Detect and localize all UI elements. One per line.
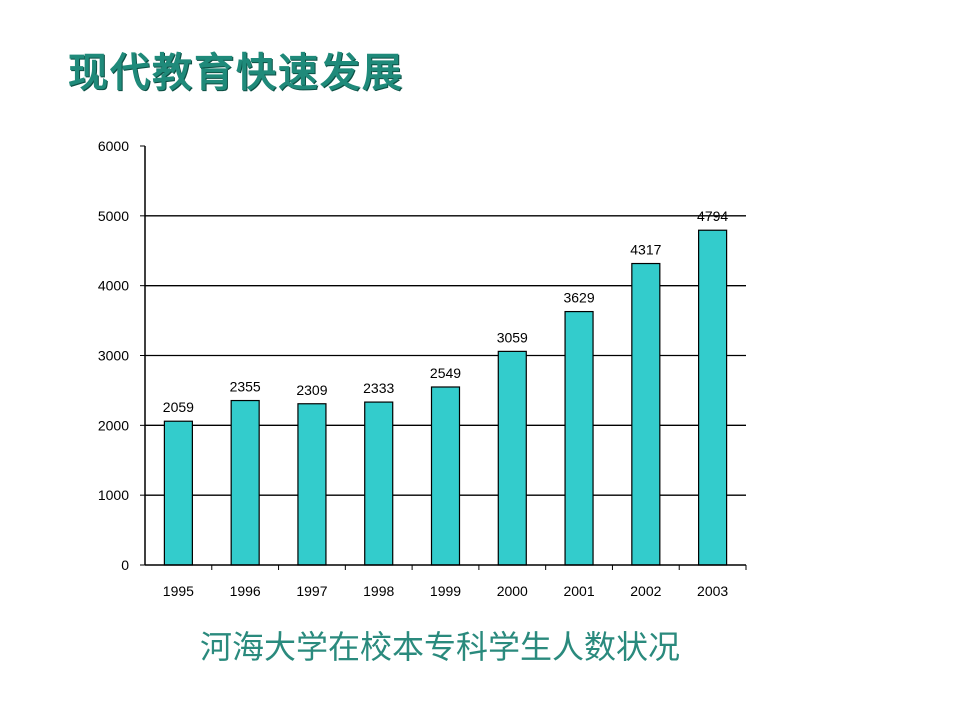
axes <box>140 145 747 570</box>
x-tick-label: 1998 <box>363 583 394 599</box>
chart-caption: 河海大学在校本专科学生人数状况 <box>199 628 680 666</box>
y-tick-label: 0 <box>121 557 129 573</box>
bar-value-label: 4317 <box>630 242 661 258</box>
bar <box>297 403 327 566</box>
y-tick-label: 6000 <box>98 138 129 154</box>
bar <box>497 350 527 566</box>
x-tick-label: 1996 <box>230 583 261 599</box>
x-tick-label: 2001 <box>563 583 594 599</box>
x-tick-label: 2003 <box>697 583 728 599</box>
y-tick-label: 1000 <box>98 487 129 503</box>
bar-value-label: 2549 <box>430 365 461 381</box>
bars <box>163 229 728 566</box>
bar <box>430 386 461 566</box>
x-tick-label: 1997 <box>296 583 327 599</box>
slide-title: 现代教育快速发展 <box>68 49 404 96</box>
bar-value-label: 4794 <box>697 208 728 224</box>
labels: 0 1000 2000 3000 4000 5000 6000 2059 1995 2355 199… <box>98 138 729 599</box>
bar <box>364 401 394 566</box>
bar <box>698 229 728 566</box>
bar-value-label: 2059 <box>163 399 194 415</box>
x-tick-label: 2000 <box>497 583 528 599</box>
bar <box>631 262 661 566</box>
x-tick-label: 1995 <box>163 583 194 599</box>
y-tick-label: 2000 <box>98 417 129 433</box>
x-tick-label: 2002 <box>630 583 661 599</box>
bar-value-label: 2355 <box>230 379 261 395</box>
y-tick-label: 3000 <box>98 348 129 364</box>
bar <box>230 399 260 566</box>
bar-value-label: 2309 <box>296 382 327 398</box>
bar-value-label: 2333 <box>363 380 394 396</box>
y-tick-label: 5000 <box>98 208 129 224</box>
bar-value-label: 3629 <box>563 290 594 306</box>
bar <box>163 420 193 566</box>
bar-value-label: 3059 <box>497 329 528 345</box>
bar <box>564 310 594 566</box>
y-tick-label: 4000 <box>98 278 129 294</box>
x-tick-label: 1999 <box>430 583 461 599</box>
